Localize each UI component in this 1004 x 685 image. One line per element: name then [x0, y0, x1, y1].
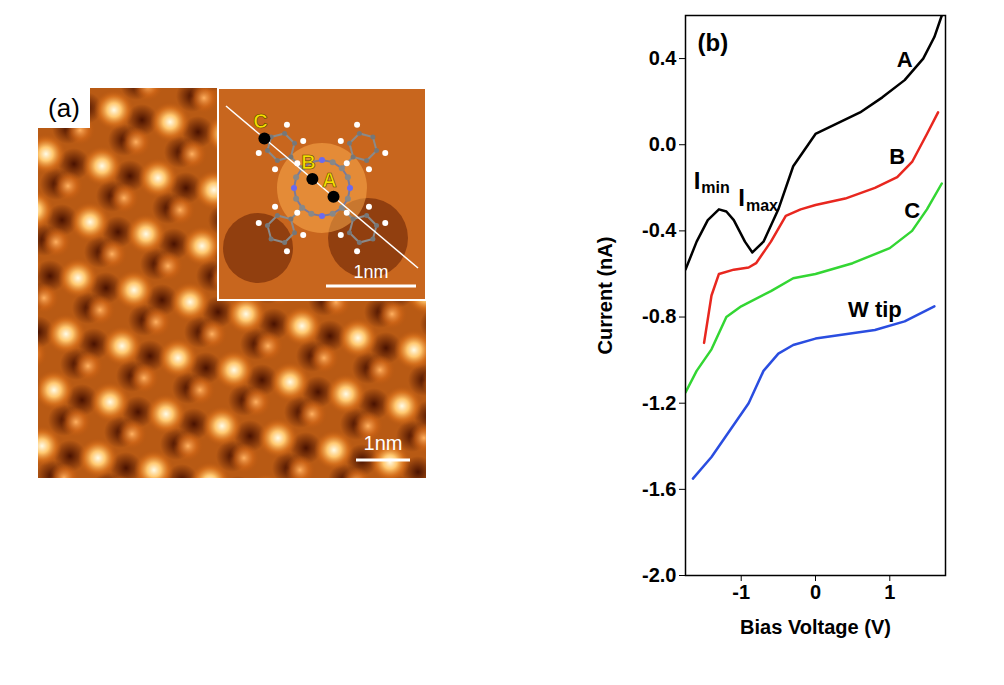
svg-text:-0.4: -0.4	[642, 219, 677, 241]
svg-text:1nm: 1nm	[353, 262, 388, 282]
svg-text:Current (nA): Current (nA)	[594, 237, 616, 355]
svg-text:-1.2: -1.2	[642, 392, 676, 414]
svg-text:-1.6: -1.6	[642, 478, 676, 500]
svg-text:0.0: 0.0	[649, 133, 677, 155]
svg-text:0: 0	[810, 581, 821, 603]
svg-text:A: A	[322, 169, 336, 191]
svg-text:0.4: 0.4	[649, 47, 678, 69]
svg-text:max: max	[746, 197, 778, 214]
svg-text:W tip: W tip	[848, 297, 902, 322]
svg-text:C: C	[904, 198, 920, 223]
svg-text:min: min	[701, 179, 729, 196]
svg-text:(a): (a)	[48, 93, 80, 123]
svg-text:I: I	[694, 167, 701, 194]
svg-text:-1: -1	[732, 581, 750, 603]
svg-text:-0.8: -0.8	[642, 305, 676, 327]
svg-text:B: B	[301, 151, 315, 173]
svg-text:A: A	[897, 47, 913, 72]
svg-text:C: C	[253, 110, 267, 132]
svg-text:1: 1	[884, 581, 895, 603]
svg-text:I: I	[738, 184, 745, 211]
svg-text:(b): (b)	[698, 29, 729, 56]
svg-text:B: B	[889, 144, 905, 169]
svg-text:-2.0: -2.0	[642, 564, 676, 586]
svg-text:1nm: 1nm	[364, 432, 403, 454]
svg-text:Bias Voltage (V): Bias Voltage (V)	[740, 616, 891, 638]
